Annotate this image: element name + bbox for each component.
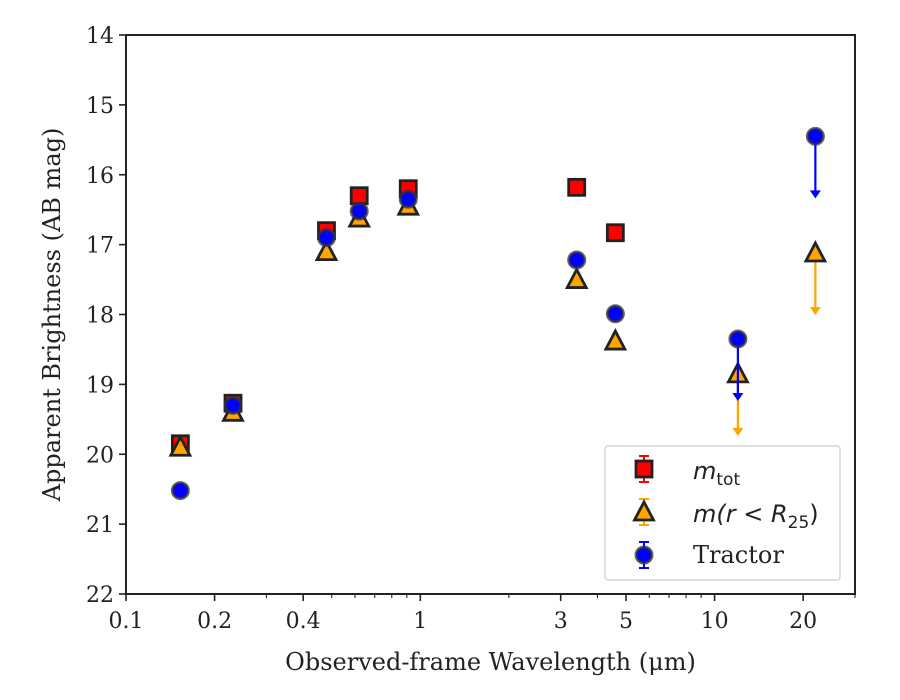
y-tick-label: 15 [86,94,114,119]
data-point-triangle [314,238,339,262]
legend-label-m-r25: m(r < R25) [693,500,819,533]
data-point-circle [316,228,336,248]
y-tick-label: 20 [86,443,114,468]
y-tick-label: 18 [86,304,114,329]
data-point-square [349,186,369,206]
data-point-circle [349,201,369,221]
y-axis-label: Apparent Brightness (AB mag) [38,128,66,503]
data-point-circle [398,189,418,209]
data-point-triangle [603,328,628,351]
data-point-circle [728,329,748,349]
y-tick-label: 21 [86,513,114,538]
upper-limit-arrow-head [732,427,744,436]
legend-marker-square [634,459,654,479]
y-tick-label: 16 [86,164,114,189]
data-point-circle [170,481,190,501]
data-point-triangle [803,240,828,263]
legend-box [604,445,841,581]
data-point-triangle [168,434,193,457]
data-point-circle [567,250,587,270]
markers-layer [168,126,828,501]
legend-marker-triangle [632,499,656,522]
y-tick-label: 17 [86,234,114,259]
data-point-circle [223,395,243,415]
axis-ticks: 0.1 0.2 0.4 1 3 5 10 20 14 15 16 17 18 19 20 21 22 [86,24,856,634]
x-tick-label: 20 [789,609,817,634]
legend-marker-circle [634,545,654,565]
data-point-circle [605,304,625,324]
legend-markers [632,455,656,569]
legend-label-m-tot: mtot [693,457,740,490]
x-tick-label: 0.1 [109,609,144,634]
data-point-triangle [564,266,589,289]
legend: mtot m(r < R25) Tractor [604,445,841,581]
x-axis-label: Observed-frame Wavelength (μm) [285,648,696,676]
x-tick-label: 1 [413,609,427,634]
y-tick-label: 22 [86,583,114,608]
data-point-square [567,177,587,197]
x-tick-label: 0.2 [197,609,232,634]
x-tick-label: 3 [554,609,568,634]
data-point-square [605,223,625,243]
upper-limit-arrow-head [809,307,821,316]
y-tick-label: 14 [86,24,114,49]
x-tick-label: 0.4 [286,609,321,634]
upper-limit-arrow-head [809,190,821,199]
upper-limit-arrow-head [732,392,744,401]
x-tick-label: 5 [619,609,633,634]
data-point-circle [805,126,825,146]
legend-label-tractor: Tractor [693,541,784,569]
y-tick-label: 19 [86,373,114,398]
x-tick-label: 10 [701,609,729,634]
series-circle [170,126,825,501]
